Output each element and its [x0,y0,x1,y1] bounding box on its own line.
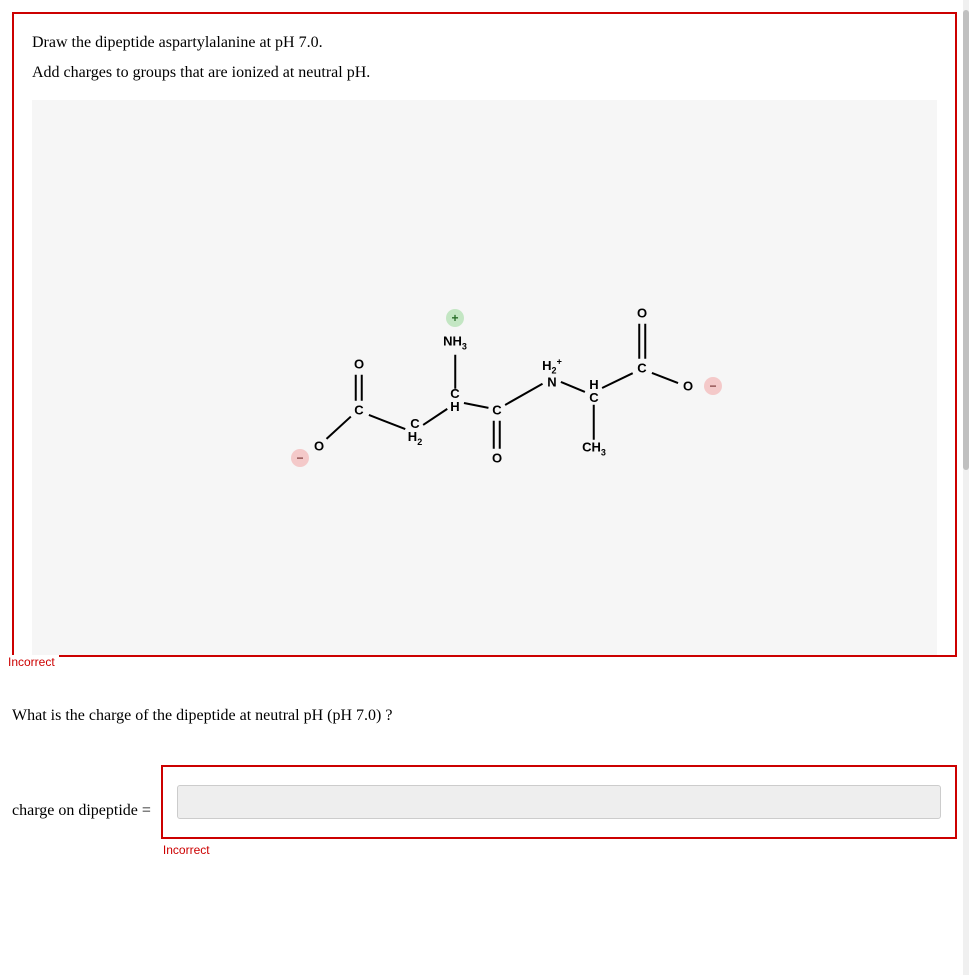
question-1-box: Draw the dipeptide aspartylalanine at pH… [12,12,957,657]
answer-label: charge on dipeptide = [12,802,151,820]
scrollbar-track[interactable] [963,0,969,975]
bond [499,421,501,449]
atom-o_tl[interactable]: O [354,358,364,371]
atom-ch2[interactable]: CH2 [408,417,422,447]
answer-row: charge on dipeptide = Incorrect [12,765,957,857]
atom-ch_h[interactable]: CH [450,387,459,413]
feedback-1: Incorrect [8,655,59,669]
charge-input[interactable] [177,785,941,819]
prompt-line-1: Draw the dipeptide aspartylalanine at pH… [32,34,937,52]
structure-canvas[interactable]: OCOCH2CHNH3COH2+NHCCH3COO−+− [32,100,937,655]
charge-minus-icon[interactable]: − [704,377,722,395]
atom-o_bl[interactable]: O [314,440,324,453]
atom-c_r[interactable]: C [637,362,646,375]
bond [327,416,352,439]
bond [355,375,357,401]
bond [493,421,495,449]
answer-box [161,765,957,839]
bond [638,324,640,359]
atom-o_tr[interactable]: O [637,307,647,320]
bond [561,381,586,392]
bond [423,408,448,425]
charge-plus-icon[interactable]: + [446,309,464,327]
atom-o_r[interactable]: O [683,380,693,393]
bond [464,402,489,408]
atom-hc[interactable]: HC [589,378,598,404]
charge-minus-icon[interactable]: − [291,449,309,467]
bond [602,372,634,388]
question-2-text: What is the charge of the dipeptide at n… [12,707,957,725]
atom-o_mid[interactable]: O [492,452,502,465]
bond [361,375,363,401]
atom-c_mid[interactable]: C [492,404,501,417]
bond [593,405,595,440]
bond [652,372,679,383]
atom-h2n[interactable]: H2+N [542,358,562,389]
bond [454,355,456,389]
bond [369,414,406,429]
scrollbar-thumb[interactable] [963,10,969,470]
bond [644,324,646,359]
atom-ch3[interactable]: CH3 [582,441,606,458]
atom-nh3[interactable]: NH3 [443,335,467,352]
atom-c1[interactable]: C [354,404,363,417]
bond [505,383,543,405]
prompt-line-2: Add charges to groups that are ionized a… [32,64,937,82]
feedback-2: Incorrect [163,843,957,857]
